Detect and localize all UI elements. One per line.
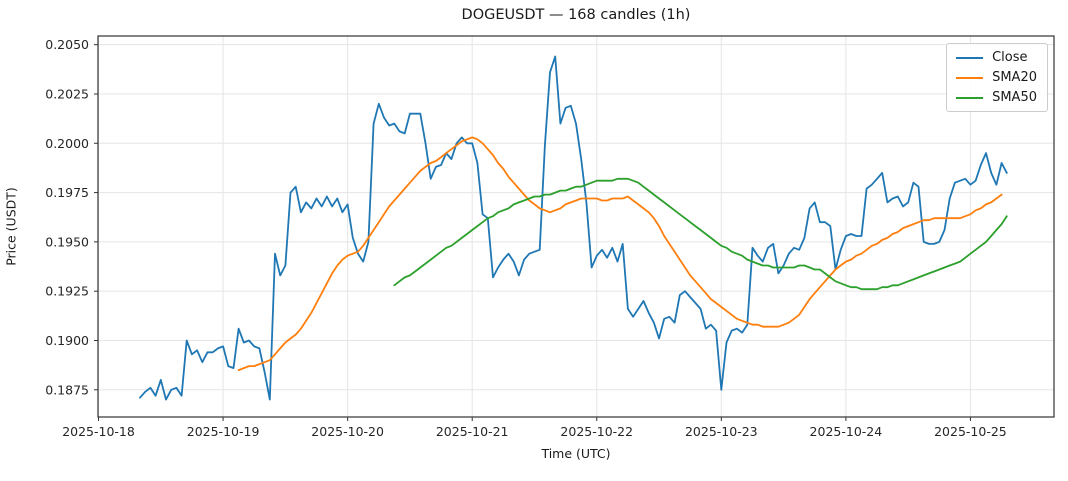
sma50-line xyxy=(393,177,1008,291)
legend-item-sma50: SMA50 xyxy=(956,91,1037,104)
y-tick-label: 0.1925 xyxy=(45,284,89,299)
y-tick-label: 0.1875 xyxy=(45,382,89,397)
chart-title: DOGEUSDT — 168 candles (1h) xyxy=(461,7,691,23)
y-tick-label: 0.2000 xyxy=(45,136,89,151)
sma20-line xyxy=(237,136,1003,372)
y-tick-label: 0.1900 xyxy=(45,333,89,348)
sma50-line-swatch xyxy=(956,96,984,99)
legend: Close SMA20 SMA50 xyxy=(946,43,1048,112)
y-tick-label: 0.1975 xyxy=(45,185,89,200)
x-tick-label: 2025-10-23 xyxy=(685,424,758,439)
x-tick-label: 2025-10-19 xyxy=(187,424,260,439)
legend-label-close: Close xyxy=(992,50,1028,65)
x-tick-label: 2025-10-20 xyxy=(311,424,384,439)
legend-label-sma50: SMA50 xyxy=(992,90,1037,105)
axes-frame xyxy=(97,35,1055,418)
x-tick-label: 2025-10-21 xyxy=(436,424,509,439)
close-line-swatch xyxy=(956,56,984,59)
x-tick-label: 2025-10-25 xyxy=(934,424,1007,439)
x-tick-label: 2025-10-24 xyxy=(810,424,883,439)
sma20-line-swatch xyxy=(956,76,984,79)
legend-item-close: Close xyxy=(956,51,1037,64)
legend-item-sma20: SMA20 xyxy=(956,71,1037,84)
y-tick-label: 0.1950 xyxy=(45,234,89,249)
legend-label-sma20: SMA20 xyxy=(992,70,1037,85)
close-line xyxy=(139,55,1008,401)
y-axis-label: Price (USDT) xyxy=(3,187,19,266)
x-axis-label: Time (UTC) xyxy=(541,446,611,461)
x-tick-label: 2025-10-22 xyxy=(560,424,633,439)
y-tick-label: 0.2050 xyxy=(45,37,89,52)
x-tick-label: 2025-10-18 xyxy=(62,424,135,439)
y-tick-label: 0.2025 xyxy=(45,86,89,101)
